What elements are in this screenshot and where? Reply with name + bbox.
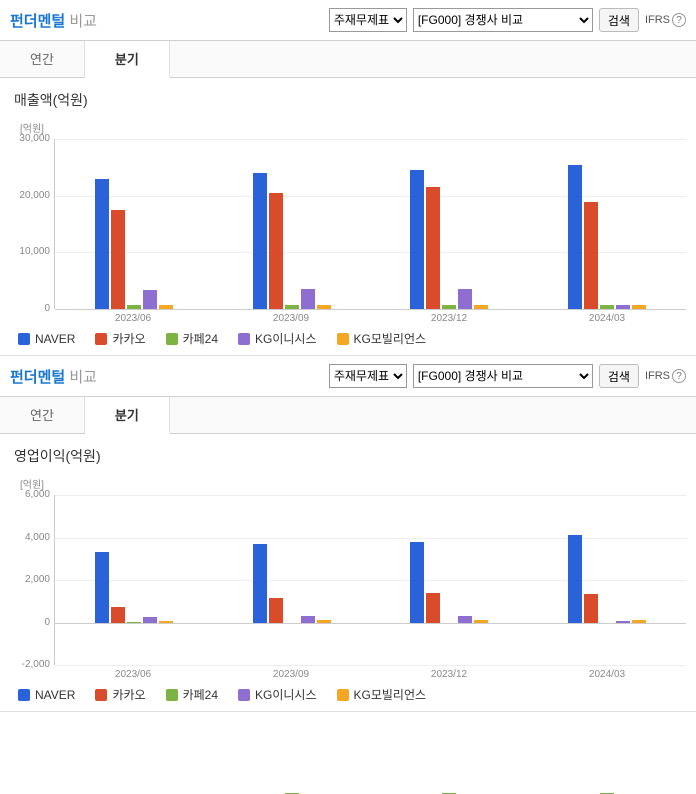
chart-title: 매출액(억원) — [0, 78, 696, 116]
x-label: 2023/12 — [370, 665, 528, 680]
x-axis: 2023/062023/092023/122024/03 — [54, 665, 686, 680]
tab-연간[interactable]: 연간 — [0, 397, 85, 433]
help-icon[interactable]: ? — [672, 13, 686, 27]
legend-label: 카페24 — [183, 686, 218, 703]
legend-swatch — [95, 689, 107, 701]
bar-group — [528, 139, 686, 309]
grid-line — [55, 309, 686, 310]
tab-연간[interactable]: 연간 — [0, 41, 85, 77]
legend-item: 카카오 — [95, 686, 145, 703]
select-compare[interactable]: [FG000] 경쟁사 비교 — [413, 364, 593, 388]
y-unit: [억원] — [20, 476, 686, 491]
bar-group — [213, 139, 371, 309]
title-accent: 펀더멘털 — [10, 369, 65, 386]
legend-item: KG모빌리언스 — [337, 686, 427, 703]
legend-label: NAVER — [35, 688, 75, 702]
legend-label: 카카오 — [112, 330, 145, 347]
legend-item: 카페24 — [166, 330, 218, 347]
legend-item: KG이니시스 — [238, 330, 317, 347]
title-rest: 비교 — [65, 13, 97, 30]
title-rest: 비교 — [65, 369, 97, 386]
plot — [54, 139, 686, 309]
legend-swatch — [238, 333, 250, 345]
legend-item: 카카오 — [95, 330, 145, 347]
search-button[interactable]: 검색 — [599, 8, 639, 32]
legend-swatch — [18, 333, 30, 345]
title-accent: 펀더멘털 — [10, 13, 65, 30]
bar-group — [371, 139, 529, 309]
ifrs-label: IFRS ? — [645, 13, 686, 27]
legend-item: NAVER — [18, 686, 75, 703]
bar-group — [55, 139, 213, 309]
help-icon[interactable]: ? — [672, 369, 686, 383]
legend-swatch — [337, 689, 349, 701]
select-statement[interactable]: 주재무제표 — [329, 364, 407, 388]
tab-분기[interactable]: 분기 — [85, 397, 170, 434]
legend-swatch — [166, 689, 178, 701]
legend-label: KG모빌리언스 — [354, 686, 427, 703]
legend-item: KG이니시스 — [238, 686, 317, 703]
bar-group — [528, 495, 686, 665]
x-label: 2023/06 — [54, 665, 212, 680]
bar-group — [55, 495, 213, 665]
x-label: 2023/12 — [370, 309, 528, 324]
ifrs-label: IFRS ? — [645, 369, 686, 383]
x-label: 2023/09 — [212, 665, 370, 680]
legend-label: NAVER — [35, 332, 75, 346]
x-label: 2023/09 — [212, 309, 370, 324]
bar-group — [371, 495, 529, 665]
chart-title: 영업이익(억원) — [0, 434, 696, 472]
x-label: 2024/03 — [528, 665, 686, 680]
select-compare[interactable]: [FG000] 경쟁사 비교 — [413, 8, 593, 32]
legend-label: 카페24 — [183, 330, 218, 347]
x-label: 2023/06 — [54, 309, 212, 324]
legend-swatch — [238, 689, 250, 701]
legend-item: NAVER — [18, 330, 75, 347]
legend-swatch — [95, 333, 107, 345]
grid-line — [55, 665, 686, 666]
legend-item: 카페24 — [166, 686, 218, 703]
legend-swatch — [18, 689, 30, 701]
y-unit: [억원] — [20, 120, 686, 135]
legend-swatch — [166, 333, 178, 345]
bar-group — [213, 495, 371, 665]
legend: NAVER 카카오 카페24 KG이니시스 KG모빌리언스 — [18, 686, 686, 703]
legend: NAVER 카카오 카페24 KG이니시스 KG모빌리언스 — [18, 330, 686, 347]
y-axis: 30,00020,00010,0000 — [10, 139, 54, 309]
legend-label: KG이니시스 — [255, 686, 317, 703]
legend-item: KG모빌리언스 — [337, 330, 427, 347]
y-axis: 6,0004,0002,0000-2,000 — [10, 495, 54, 665]
legend-label: 카카오 — [112, 686, 145, 703]
chart-section: 펀더멘털 비교 주재무제표[FG000] 경쟁사 비교검색 IFRS ? 연간분기영업… — [0, 356, 696, 712]
x-label: 2024/03 — [528, 309, 686, 324]
legend-swatch — [337, 333, 349, 345]
select-statement[interactable]: 주재무제표 — [329, 8, 407, 32]
chart-section: 펀더멘털 비교 주재무제표[FG000] 경쟁사 비교검색 IFRS ? 연간분기매출… — [0, 0, 696, 356]
page-title: 펀더멘털 비교 — [10, 366, 323, 387]
search-button[interactable]: 검색 — [599, 364, 639, 388]
page-title: 펀더멘털 비교 — [10, 10, 323, 31]
legend-label: KG이니시스 — [255, 330, 317, 347]
plot — [54, 495, 686, 665]
tab-분기[interactable]: 분기 — [85, 41, 170, 78]
legend-label: KG모빌리언스 — [354, 330, 427, 347]
x-axis: 2023/062023/092023/122024/03 — [54, 309, 686, 324]
